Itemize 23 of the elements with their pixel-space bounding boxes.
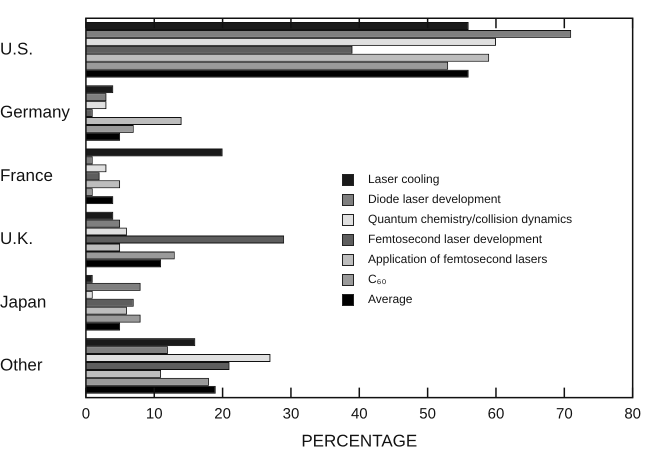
x-tick-label: 10 bbox=[146, 406, 163, 423]
x-tick-label: 80 bbox=[624, 406, 641, 423]
legend-label: Average bbox=[368, 292, 412, 306]
legend-label: Laser cooling bbox=[368, 172, 440, 186]
legend-label: Diode laser development bbox=[368, 192, 501, 206]
legend-label: Application of femtosecond lasers bbox=[368, 252, 548, 266]
x-tick-label: 60 bbox=[488, 406, 504, 423]
y-tick-label: U.K. bbox=[0, 229, 34, 248]
x-tick-label: 70 bbox=[556, 406, 573, 423]
x-tick-label: 0 bbox=[82, 406, 90, 423]
y-tick-label: U.S. bbox=[0, 40, 34, 59]
y-tick-label: Other bbox=[0, 356, 43, 375]
legend-label: Quantum chemistry/collision dynamics bbox=[368, 212, 572, 226]
y-tick-label: France bbox=[0, 166, 53, 185]
y-tick-label: Germany bbox=[0, 102, 70, 122]
x-tick-label: 50 bbox=[419, 406, 436, 423]
x-tick-label: 40 bbox=[350, 406, 368, 423]
legend-label: C₆₀ bbox=[368, 272, 386, 286]
x-tick-label: 30 bbox=[282, 406, 300, 423]
legend-label: Femtosecond laser development bbox=[368, 232, 542, 246]
y-tick-label: Japan bbox=[0, 292, 46, 312]
x-tick-label: 20 bbox=[214, 406, 231, 423]
x-axis-title: PERCENTAGE bbox=[301, 431, 418, 450]
